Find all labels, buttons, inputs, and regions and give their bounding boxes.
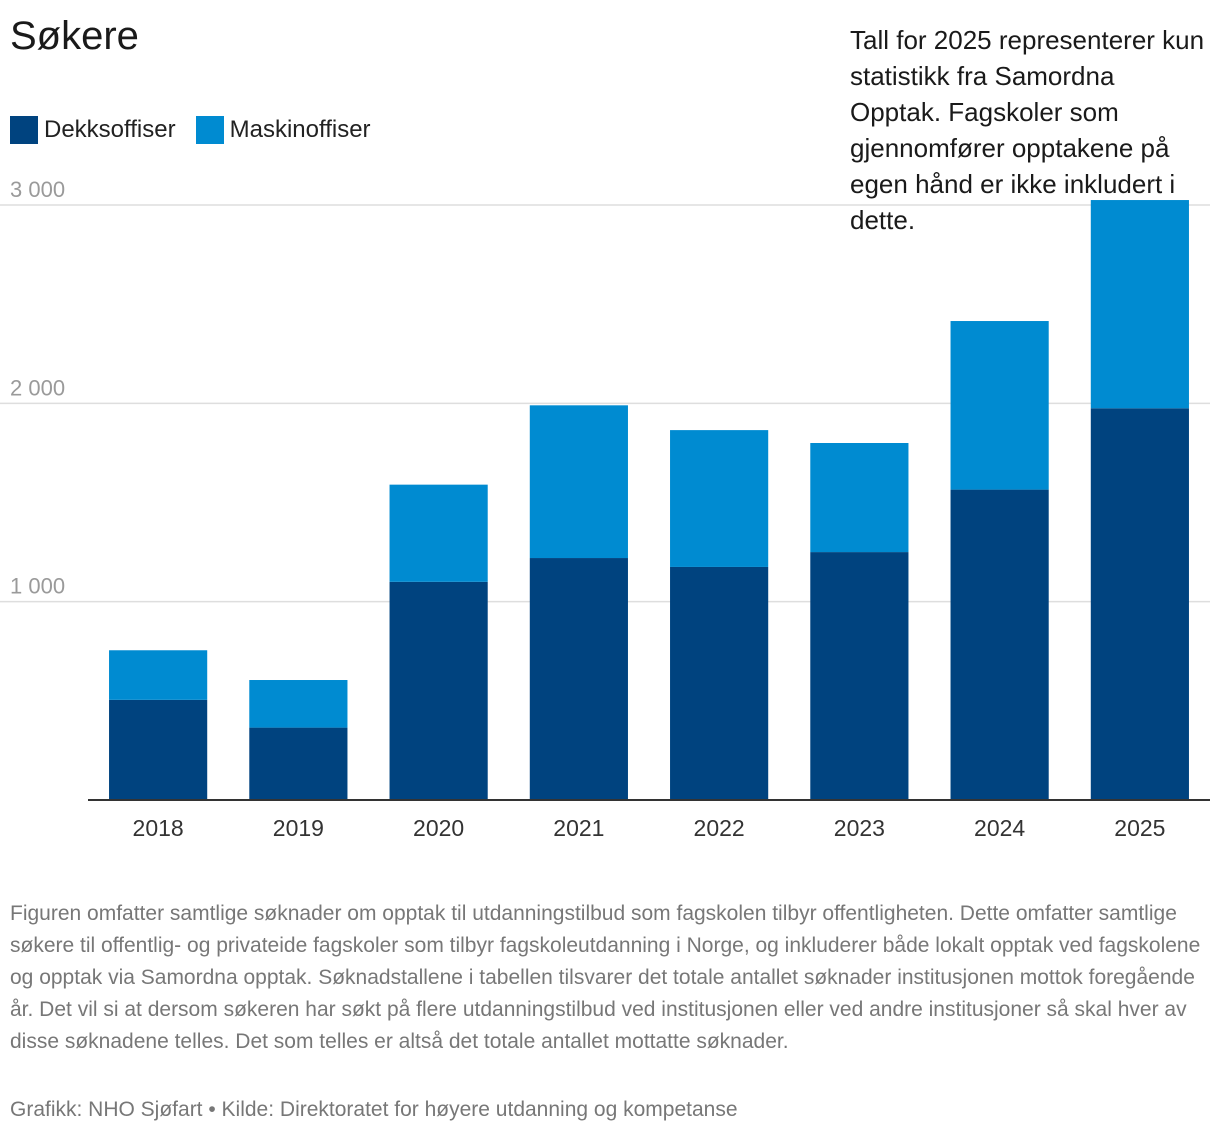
y-tick-label-1000: 1 000 [10, 574, 65, 599]
stacked-bar-chart: 1 000 2 000 3 000 2018 2019 2020 2021 2022 2023 2… [0, 177, 1210, 841]
legend-item-dekksoffiser: Dekksoffiser [10, 116, 176, 144]
bar-dekksoffiser-2018 [109, 699, 208, 800]
x-tick-label-2018: 2018 [133, 815, 184, 841]
x-tick-label-2022: 2022 [694, 815, 745, 841]
bar-dekksoffiser-2020 [389, 581, 488, 800]
bar-maskinoffiser-2018 [109, 650, 208, 700]
y-tick-label-3000: 3 000 [10, 177, 65, 202]
x-tick-label-2024: 2024 [974, 815, 1025, 841]
bar-dekksoffiser-2024 [950, 489, 1049, 800]
bar-maskinoffiser-2019 [249, 680, 348, 728]
bar-dekksoffiser-2025 [1090, 408, 1189, 800]
legend: Dekksoffiser Maskinoffiser [10, 116, 391, 144]
annotation-note: Tall for 2025 representerer kun statisti… [850, 25, 1205, 235]
legend-swatch-dekksoffiser [10, 116, 38, 144]
y-tick-label-2000: 2 000 [10, 375, 65, 400]
chart-title: Søkere [10, 14, 139, 58]
bar-dekksoffiser-2019 [249, 727, 348, 800]
legend-item-maskinoffiser: Maskinoffiser [195, 116, 371, 144]
bar-maskinoffiser-2023 [810, 443, 909, 553]
legend-label-maskinoffiser: Maskinoffiser [229, 116, 371, 143]
bar-dekksoffiser-2021 [529, 558, 628, 800]
source-credit: Grafikk: NHO Sjøfart • Kilde: Direktorat… [10, 1098, 738, 1121]
x-tick-label-2019: 2019 [273, 815, 324, 841]
bar-maskinoffiser-2022 [670, 430, 769, 567]
bar-dekksoffiser-2022 [670, 566, 769, 800]
bar-dekksoffiser-2023 [810, 552, 909, 800]
footnote: Figuren omfatter samtlige søknader om op… [10, 902, 1201, 1053]
bar-maskinoffiser-2020 [389, 484, 488, 582]
bar-maskinoffiser-2025 [1090, 200, 1189, 409]
x-tick-label-2020: 2020 [413, 815, 464, 841]
legend-label-dekksoffiser: Dekksoffiser [44, 116, 176, 143]
bar-maskinoffiser-2021 [529, 405, 628, 559]
bar-maskinoffiser-2024 [950, 321, 1049, 490]
legend-swatch-maskinoffiser [195, 116, 224, 144]
x-tick-label-2023: 2023 [834, 815, 885, 841]
x-tick-label-2025: 2025 [1114, 815, 1165, 841]
x-tick-label-2021: 2021 [553, 815, 604, 841]
